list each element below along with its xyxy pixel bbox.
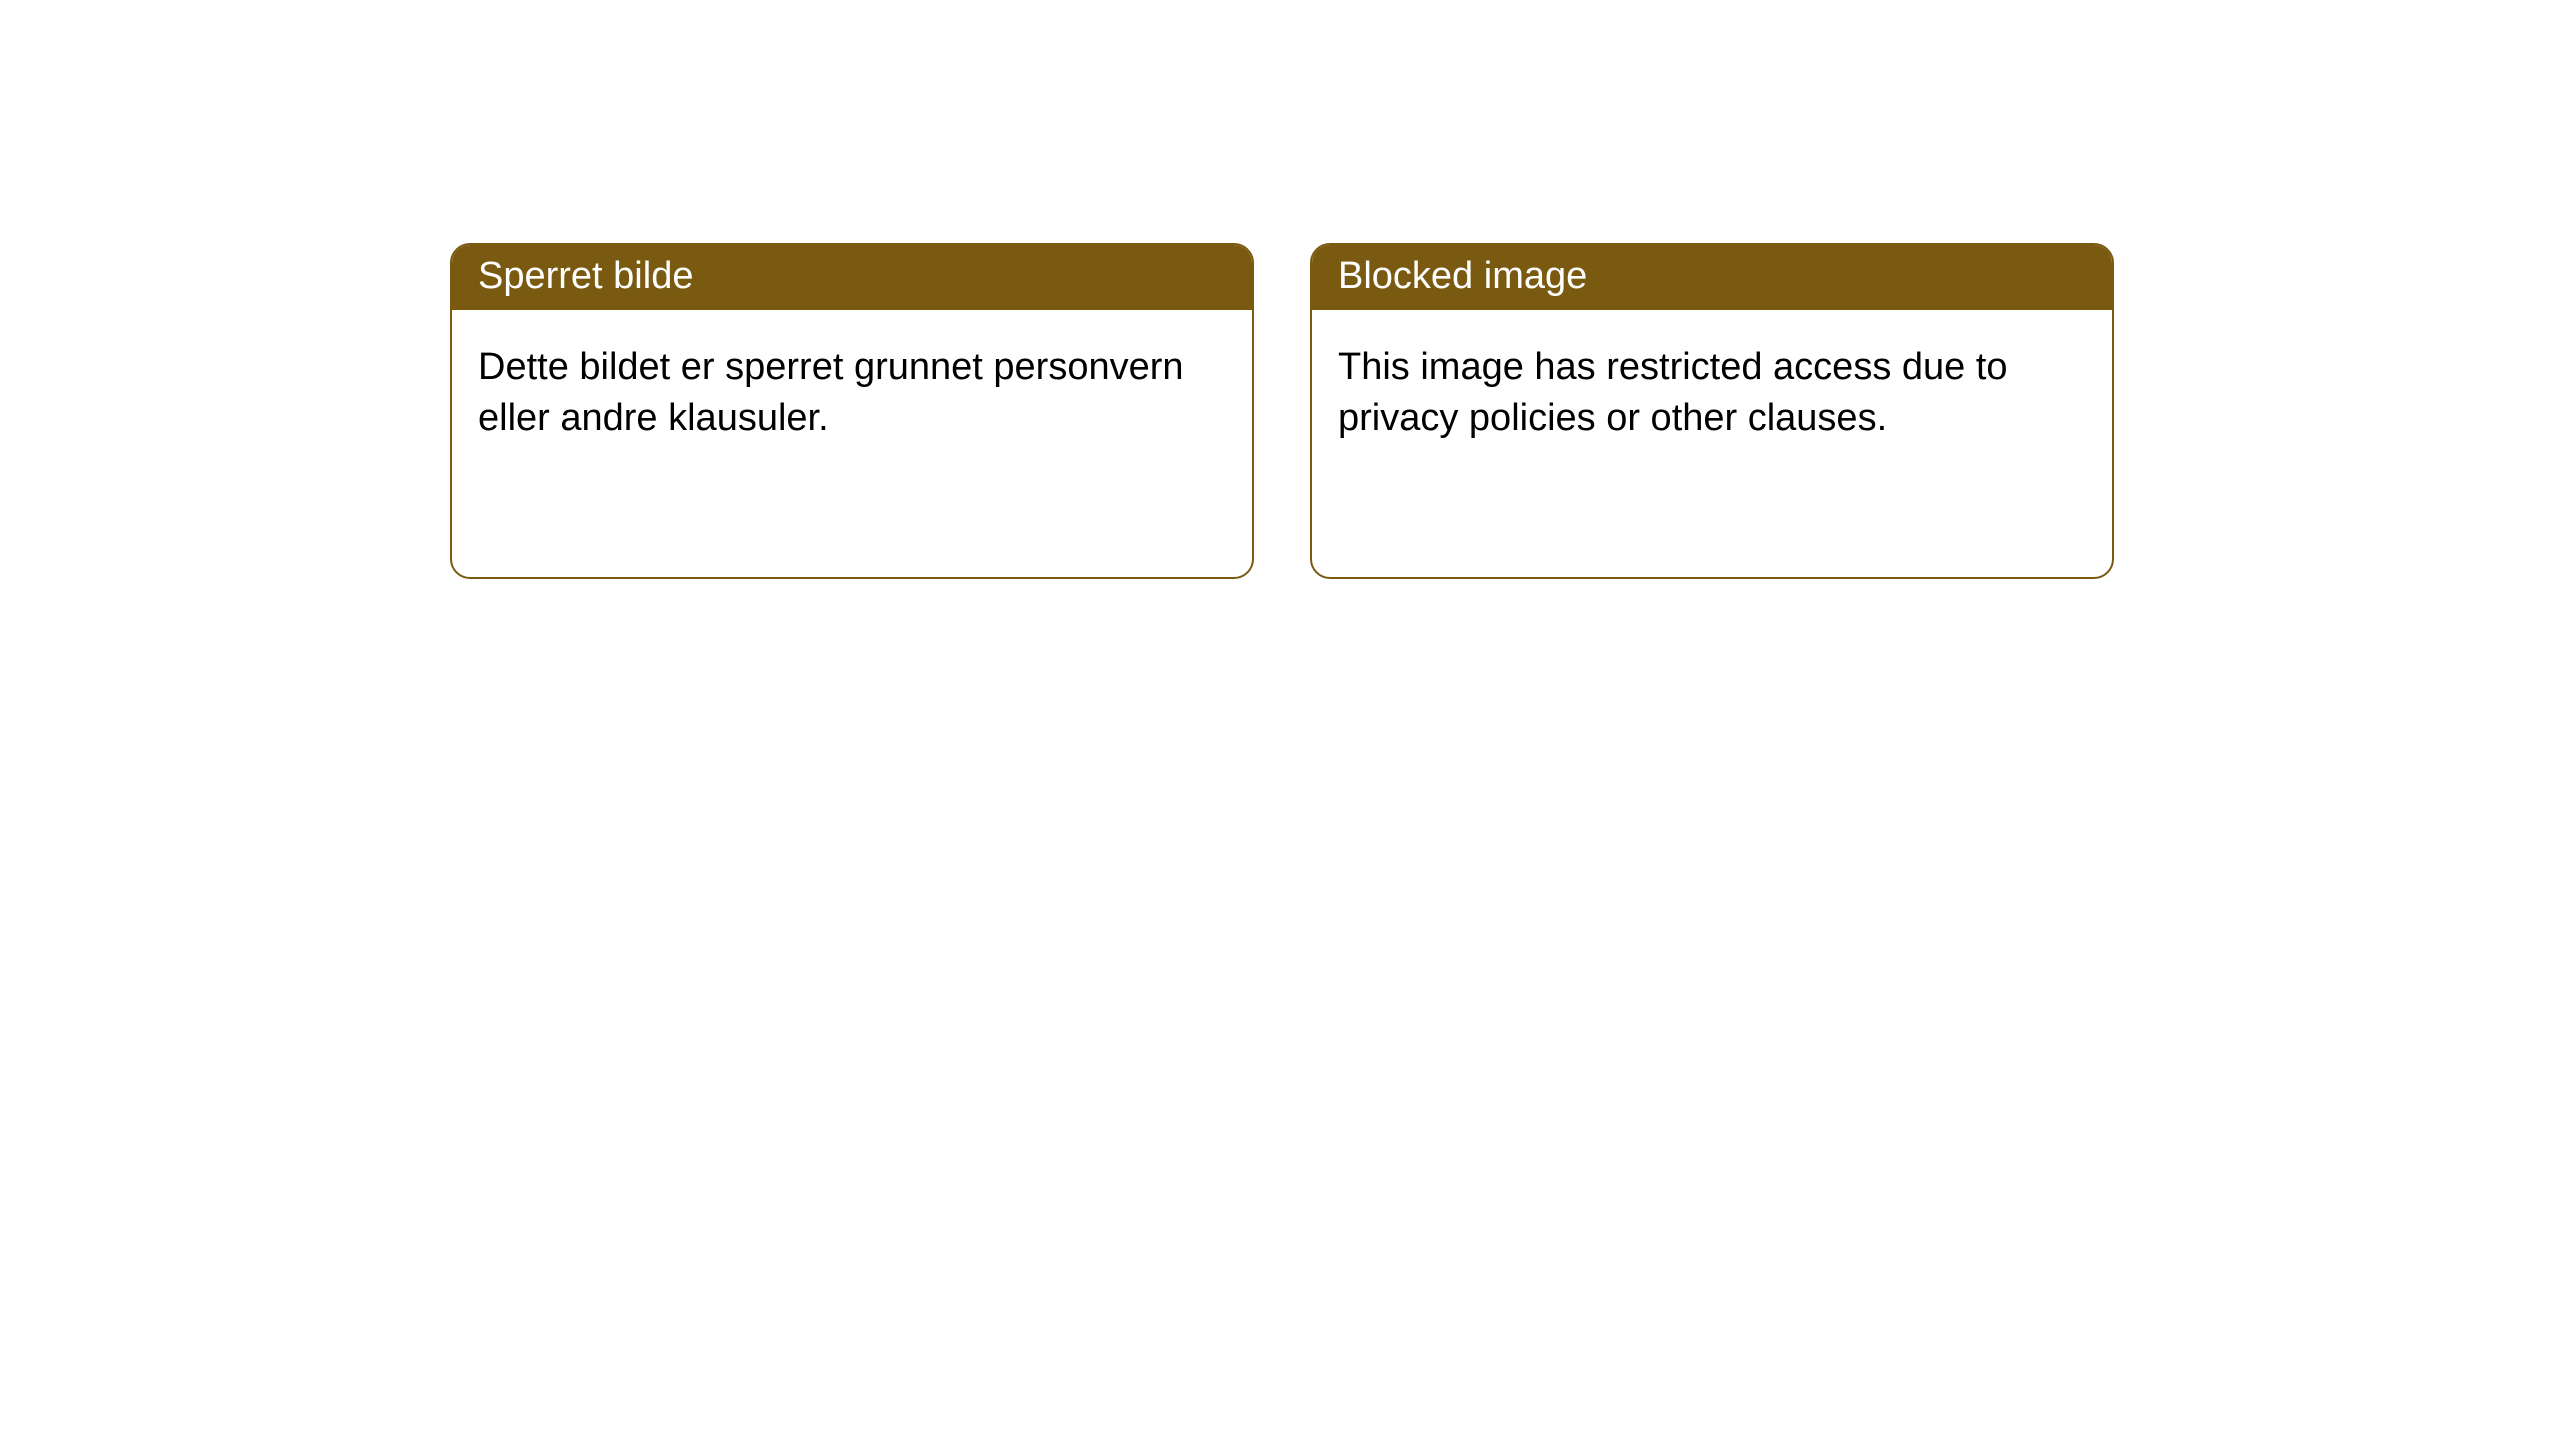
notice-card-english: Blocked image This image has restricted … — [1310, 243, 2114, 579]
notice-card-norwegian: Sperret bilde Dette bildet er sperret gr… — [450, 243, 1254, 579]
notice-body: Dette bildet er sperret grunnet personve… — [452, 310, 1252, 477]
notice-container: Sperret bilde Dette bildet er sperret gr… — [450, 243, 2114, 579]
notice-header: Sperret bilde — [452, 245, 1252, 310]
notice-header: Blocked image — [1312, 245, 2112, 310]
notice-body: This image has restricted access due to … — [1312, 310, 2112, 477]
